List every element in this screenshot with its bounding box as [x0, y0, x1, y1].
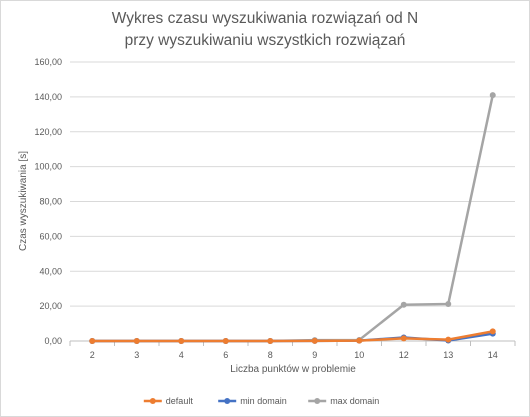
y-tick-label: 100,00	[34, 162, 62, 172]
legend-swatch-marker	[314, 398, 321, 404]
data-point	[133, 338, 140, 344]
x-tick-label: 3	[134, 350, 139, 360]
x-tick-label: 9	[312, 350, 317, 360]
legend-label: max domain	[330, 396, 379, 406]
data-point	[489, 92, 496, 99]
x-tick-label: 8	[268, 350, 273, 360]
data-point	[89, 338, 96, 344]
data-point	[489, 328, 496, 335]
data-point	[178, 338, 185, 344]
data-point	[356, 337, 363, 344]
y-tick-label: 40,00	[39, 266, 62, 276]
y-axis-ticks: 0,00 20,00 40,00 60,00 80,00 100,00 120,00 140,…	[34, 57, 62, 346]
data-point	[445, 336, 452, 343]
chart-title-line2: przy wyszukiwaniu wszystkich rozwiązań	[125, 32, 406, 49]
legend: default min domain max domain	[143, 396, 379, 406]
series-line-default	[92, 330, 493, 343]
data-point	[311, 337, 318, 344]
y-tick-label: 20,00	[39, 301, 62, 311]
y-tick-label: 140,00	[34, 92, 62, 102]
data-point	[445, 301, 452, 308]
x-tick-label: 14	[488, 350, 498, 360]
y-tick-label: 120,00	[34, 127, 62, 137]
data-point	[400, 301, 407, 308]
legend-label: min domain	[240, 396, 287, 406]
x-axis-label: Liczba punktów w problemie	[230, 364, 356, 375]
legend-item-max-domain: max domain	[308, 396, 379, 406]
y-tick-label: 80,00	[39, 197, 62, 207]
y-tick-label: 60,00	[39, 231, 62, 241]
x-tick-label: 12	[399, 350, 409, 360]
legend-label: default	[166, 396, 194, 406]
data-point	[400, 335, 407, 342]
x-tick-label: 6	[223, 350, 228, 360]
y-tick-label: 0,00	[44, 336, 62, 346]
y-tick-label: 160,00	[34, 57, 62, 67]
legend-swatch-marker	[149, 398, 156, 404]
x-tick-label: 2	[90, 350, 95, 360]
chart-title-line1: Wykres czasu wyszukiwania rozwiązań od N	[112, 10, 419, 27]
series-lines	[89, 92, 496, 344]
legend-swatch-marker	[224, 398, 231, 404]
x-axis-ticks: 2 3 4 6 8 9 10 12 13 14	[69, 341, 516, 360]
data-point	[267, 338, 274, 344]
legend-item-default: default	[143, 396, 194, 406]
x-tick-label: 4	[179, 350, 184, 360]
y-axis-label: Czas wyszukiwania [s]	[18, 151, 29, 251]
data-point	[222, 338, 229, 344]
legend-item-min-domain: min domain	[218, 396, 287, 406]
x-tick-label: 13	[443, 350, 453, 360]
x-tick-label: 10	[354, 350, 364, 360]
